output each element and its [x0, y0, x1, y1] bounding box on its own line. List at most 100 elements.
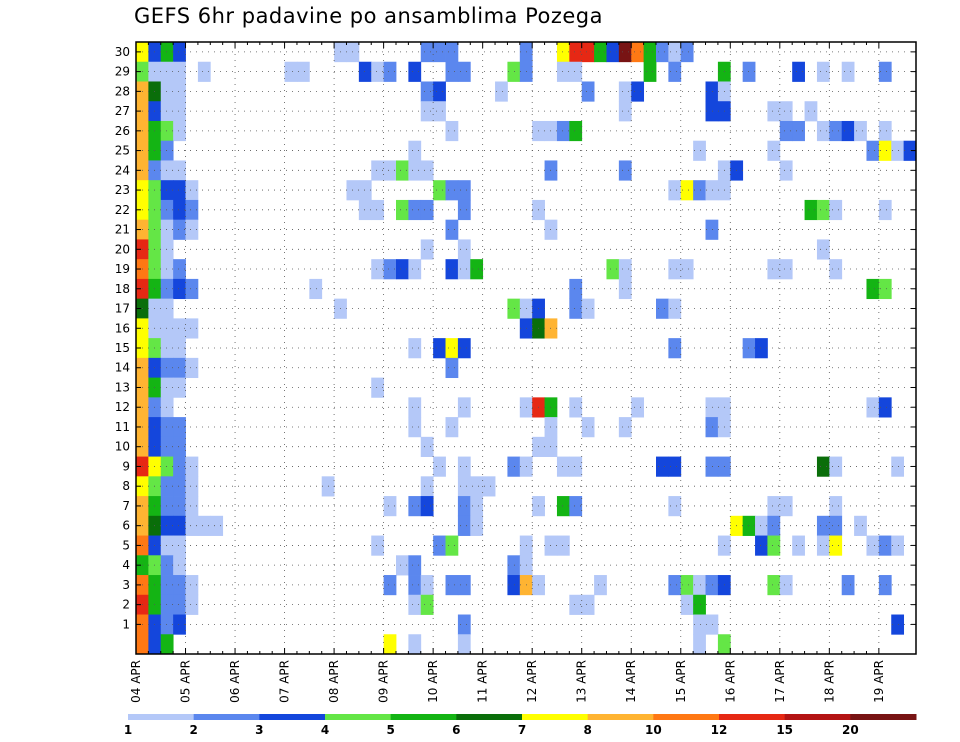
- heatmap-cell: [767, 575, 781, 596]
- colorbar-swatch: [128, 714, 195, 720]
- y-tick-label: 10: [115, 440, 130, 454]
- y-tick-label: 29: [115, 65, 130, 79]
- heatmap-cell: [358, 199, 372, 221]
- heatmap-cell: [160, 42, 174, 63]
- colorbar-label: 10: [645, 723, 662, 737]
- heatmap-cell: [507, 61, 521, 82]
- y-tick-label: 23: [115, 183, 130, 197]
- heatmap-cell: [173, 575, 186, 596]
- heatmap-cell: [705, 397, 719, 418]
- x-tick-label: 07 APR: [278, 660, 292, 703]
- heatmap-cell: [742, 338, 756, 359]
- heatmap-cell: [693, 614, 706, 635]
- heatmap-cell: [556, 456, 570, 477]
- heatmap-cell: [383, 634, 397, 655]
- heatmap-cell: [606, 42, 620, 63]
- heatmap-cell: [668, 42, 682, 63]
- heatmap-cell: [829, 515, 843, 536]
- heatmap-cell: [606, 259, 620, 280]
- heatmap-cell: [445, 357, 459, 379]
- y-tick-label: 30: [115, 45, 130, 59]
- heatmap-cell: [160, 456, 174, 477]
- y-tick-label: 8: [122, 479, 130, 493]
- heatmap-cell: [420, 476, 434, 497]
- heatmap-cell: [433, 180, 446, 201]
- heatmap-cell: [841, 120, 855, 142]
- heatmap-cell: [160, 120, 174, 142]
- heatmap-cell: [160, 476, 174, 497]
- heatmap-cell: [569, 278, 583, 300]
- heatmap-cell: [160, 61, 174, 82]
- colorbar-swatch: [259, 714, 326, 720]
- y-tick-label: 11: [115, 420, 130, 434]
- heatmap-cell: [804, 101, 818, 122]
- heatmap-cell: [866, 140, 880, 161]
- heatmap-cell: [457, 634, 471, 655]
- heatmap-cell: [470, 496, 484, 517]
- heatmap-cell: [408, 417, 422, 438]
- heatmap-cell: [878, 575, 892, 596]
- heatmap-cell: [569, 496, 583, 517]
- heatmap-cell: [779, 496, 793, 517]
- heatmap-cell: [445, 42, 459, 63]
- heatmap-cell: [878, 278, 892, 300]
- heatmap-cell: [420, 160, 434, 181]
- heatmap-cell: [556, 496, 570, 517]
- colorbar-label: 5: [386, 723, 394, 737]
- colorbar-swatch: [456, 714, 523, 720]
- x-axis-ticks: 04 APR 05 APR 06 APR 07 APR 08 APR 09 APR 10 A…: [129, 42, 886, 703]
- x-tick-label: 16 APR: [723, 660, 737, 703]
- heatmap-cell: [210, 515, 224, 536]
- heatmap-cell: [160, 377, 174, 398]
- heatmap-cell: [816, 239, 830, 260]
- heatmap-cell: [173, 496, 186, 517]
- heatmap-cell: [396, 259, 409, 280]
- colorbar-swatch: [850, 714, 917, 720]
- heatmap-cell: [618, 160, 632, 181]
- heatmap-cell: [457, 456, 471, 477]
- heatmap-cell: [445, 259, 459, 280]
- heatmap-cell: [383, 496, 397, 517]
- heatmap-cell: [185, 575, 199, 596]
- heatmap-cell: [816, 456, 830, 477]
- heatmap-cell: [693, 634, 706, 655]
- heatmap-cell: [767, 101, 781, 122]
- heatmap-cell: [173, 417, 186, 438]
- heatmap-cell: [891, 535, 905, 556]
- heatmap-cell: [173, 259, 186, 280]
- heatmap-cell: [420, 496, 434, 517]
- y-tick-label: 26: [115, 124, 130, 138]
- x-tick-label: 04 APR: [129, 660, 143, 703]
- heatmap-cell: [680, 594, 694, 615]
- heatmap-cell: [160, 298, 174, 319]
- heatmap-cell: [779, 101, 793, 122]
- y-tick-label: 21: [115, 223, 130, 237]
- heatmap-cell: [185, 476, 199, 497]
- heatmap-cell: [160, 160, 174, 181]
- heatmap-cell: [878, 199, 892, 221]
- heatmap-cell: [854, 515, 867, 536]
- colorbar-swatch: [325, 714, 392, 720]
- heatmap-cell: [668, 298, 682, 319]
- heatmap-cell: [631, 397, 645, 418]
- heatmap-cell: [160, 594, 174, 615]
- heatmap-cell: [445, 120, 459, 142]
- heatmap-cell: [173, 535, 186, 556]
- heatmap-cell: [185, 496, 199, 517]
- colorbar-label: 7: [518, 723, 526, 737]
- heatmap-cell: [693, 140, 706, 161]
- colorbar-label: 6: [452, 723, 460, 737]
- heatmap-cell: [445, 61, 459, 82]
- y-tick-label: 15: [115, 341, 130, 355]
- colorbar-swatch: [784, 714, 851, 720]
- heatmap-cell: [668, 456, 682, 477]
- heatmap-cell: [829, 496, 843, 517]
- heatmap-cell: [878, 61, 892, 82]
- heatmap-cell: [457, 61, 471, 82]
- heatmap-cell: [705, 180, 719, 201]
- heatmap-cell: [309, 278, 323, 300]
- colorbar-swatch: [390, 714, 457, 720]
- heatmap-cell: [185, 594, 199, 615]
- heatmap-cell: [581, 594, 595, 615]
- heatmap-cell: [804, 199, 818, 221]
